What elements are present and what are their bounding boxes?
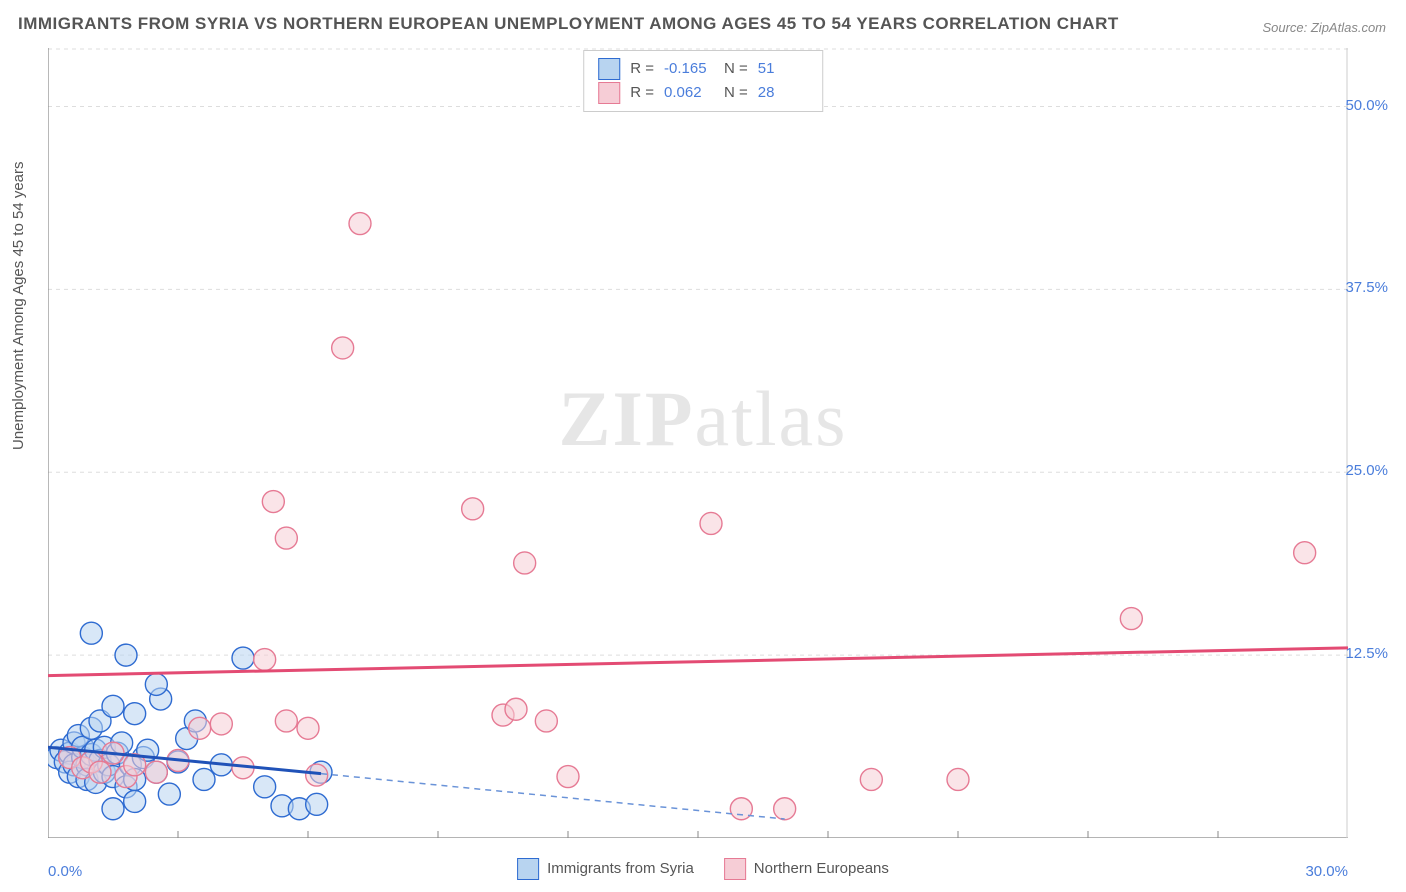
legend-row: R =0.062N =28 <box>598 81 808 105</box>
y-tick-label: 37.5% <box>1345 279 1388 296</box>
data-point <box>297 717 319 739</box>
data-point <box>1120 608 1142 630</box>
data-point <box>700 512 722 534</box>
trend-line-extension <box>321 774 785 819</box>
data-point <box>505 698 527 720</box>
legend-label: Immigrants from Syria <box>547 860 694 877</box>
y-axis-label: Unemployment Among Ages 45 to 54 years <box>10 161 27 450</box>
data-point <box>254 776 276 798</box>
data-point <box>730 798 752 820</box>
series-legend: Immigrants from Syria Northern Europeans <box>517 858 889 880</box>
legend-item: Northern Europeans <box>724 858 889 880</box>
data-point <box>254 649 276 671</box>
legend-swatch-icon <box>598 82 620 104</box>
data-point <box>115 644 137 666</box>
x-tick-min: 0.0% <box>48 863 82 880</box>
data-point <box>102 695 124 717</box>
y-tick-label: 25.0% <box>1345 462 1388 479</box>
chart-container: IMMIGRANTS FROM SYRIA VS NORTHERN EUROPE… <box>0 0 1406 892</box>
data-point <box>89 761 111 783</box>
chart-title: IMMIGRANTS FROM SYRIA VS NORTHERN EUROPE… <box>18 14 1119 34</box>
data-point <box>535 710 557 732</box>
data-point <box>193 768 215 790</box>
data-point <box>332 337 354 359</box>
data-point <box>947 768 969 790</box>
data-point <box>158 783 180 805</box>
y-tick-label: 50.0% <box>1345 97 1388 114</box>
data-point <box>514 552 536 574</box>
legend-label: Northern Europeans <box>754 860 889 877</box>
data-point <box>124 703 146 725</box>
legend-swatch-icon <box>517 858 539 880</box>
data-point <box>102 798 124 820</box>
data-point <box>306 793 328 815</box>
data-point <box>306 764 328 786</box>
data-point <box>462 498 484 520</box>
data-point <box>557 766 579 788</box>
legend-item: Immigrants from Syria <box>517 858 694 880</box>
data-point <box>1294 542 1316 564</box>
data-point <box>774 798 796 820</box>
legend-swatch-icon <box>598 58 620 80</box>
correlation-legend: R =-0.165N =51R =0.062N =28 <box>583 50 823 112</box>
data-point <box>189 717 211 739</box>
source-attribution: Source: ZipAtlas.com <box>1262 20 1386 35</box>
data-point <box>124 790 146 812</box>
x-tick-max: 30.0% <box>1305 863 1348 880</box>
data-point <box>80 622 102 644</box>
data-point <box>210 713 232 735</box>
legend-swatch-icon <box>724 858 746 880</box>
scatter-plot <box>48 48 1348 838</box>
data-point <box>262 491 284 513</box>
data-point <box>275 527 297 549</box>
data-point <box>145 673 167 695</box>
data-point <box>145 761 167 783</box>
data-point <box>275 710 297 732</box>
data-point <box>860 768 882 790</box>
y-tick-label: 12.5% <box>1345 645 1388 662</box>
data-point <box>349 213 371 235</box>
data-point <box>232 647 254 669</box>
legend-row: R =-0.165N =51 <box>598 57 808 81</box>
